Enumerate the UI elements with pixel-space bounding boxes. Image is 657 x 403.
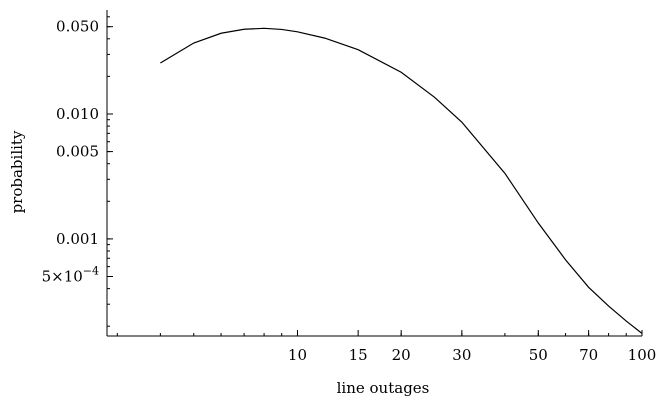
x-tick-label: 15: [349, 346, 368, 364]
axes: [106, 10, 642, 337]
x-tick-label: 30: [452, 346, 471, 364]
plot-area: [160, 27, 643, 334]
y-axis-title: probability: [8, 130, 26, 213]
x-axis-title: line outages: [337, 379, 430, 397]
x-tick-label: 70: [579, 346, 598, 364]
y-tick-label: 5×10−4: [42, 265, 99, 286]
x-tick-label: 50: [529, 346, 548, 364]
y-tick-label: 0.010: [56, 105, 99, 123]
series-line: [160, 27, 643, 334]
y-tick-label: 0.050: [56, 18, 99, 36]
x-tick-label: 100: [628, 346, 657, 364]
x-tick-label: 10: [288, 346, 307, 364]
y-tick-label: 0.005: [56, 143, 99, 161]
y-tick-label: 0.001: [56, 230, 99, 248]
axis-ticks: 5×10−4 0.001 0.005 0.010 0.050 10 15 20 30 50 70 10…: [42, 16, 657, 364]
x-tick-label: 20: [392, 346, 411, 364]
